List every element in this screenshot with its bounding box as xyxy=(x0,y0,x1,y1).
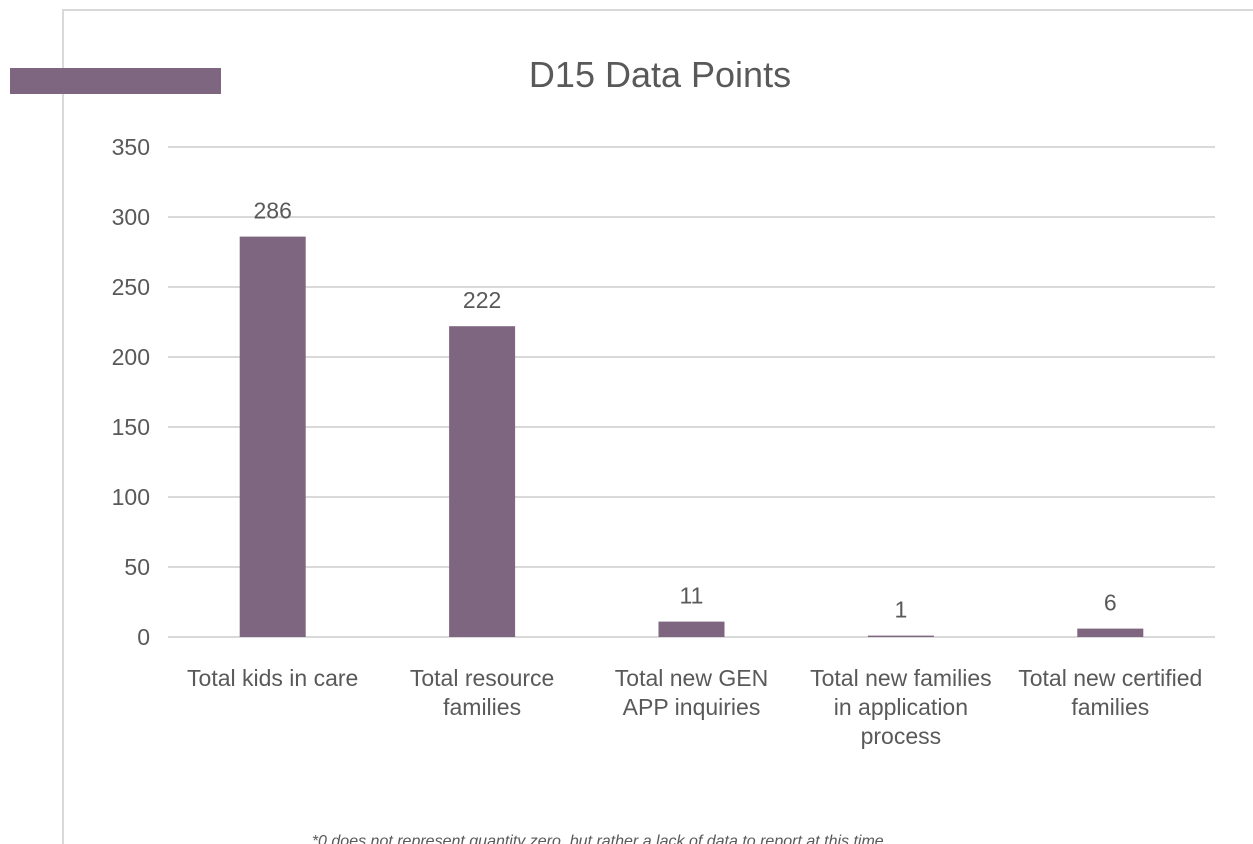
data-label: 6 xyxy=(1104,590,1117,616)
x-tick-label: Total new families in application proces… xyxy=(810,665,992,749)
bar xyxy=(239,236,306,637)
x-tick-label-box: Total new families in application proces… xyxy=(810,665,992,749)
bar xyxy=(1077,628,1144,637)
y-tick-label: 250 xyxy=(112,274,150,300)
footnote: *0 does not represent quantity zero, but… xyxy=(312,833,888,844)
decoration-bar xyxy=(10,68,221,94)
y-tick-label: 150 xyxy=(112,414,150,440)
y-tick-label: 50 xyxy=(124,554,150,580)
bar xyxy=(449,326,516,637)
chart-border xyxy=(62,9,1253,844)
x-tick-label-box: Total resource families xyxy=(409,665,555,720)
x-tick-label: Total kids in care xyxy=(187,665,359,691)
y-tick-label: 300 xyxy=(112,204,150,230)
x-tick-label-box: Total kids in care xyxy=(187,665,359,691)
x-tick-label-box: Total new certified families xyxy=(1018,665,1203,720)
y-tick-label: 350 xyxy=(112,134,150,160)
x-tick-label: Total resource families xyxy=(409,665,555,720)
x-tick-label: Total new certified families xyxy=(1018,665,1203,720)
y-tick-label: 0 xyxy=(137,624,150,650)
data-label: 11 xyxy=(680,583,704,609)
x-tick-label-box: Total new GEN APP inquiries xyxy=(614,665,769,720)
bar xyxy=(867,635,934,637)
data-label: 286 xyxy=(254,198,292,224)
y-tick-label: 200 xyxy=(112,344,150,370)
y-tick-label: 100 xyxy=(112,484,150,510)
bar xyxy=(658,621,725,637)
chart-title: D15 Data Points xyxy=(529,54,791,95)
x-tick-label: Total new GEN APP inquiries xyxy=(614,665,769,720)
data-label: 222 xyxy=(463,287,501,313)
data-label: 1 xyxy=(895,597,908,623)
